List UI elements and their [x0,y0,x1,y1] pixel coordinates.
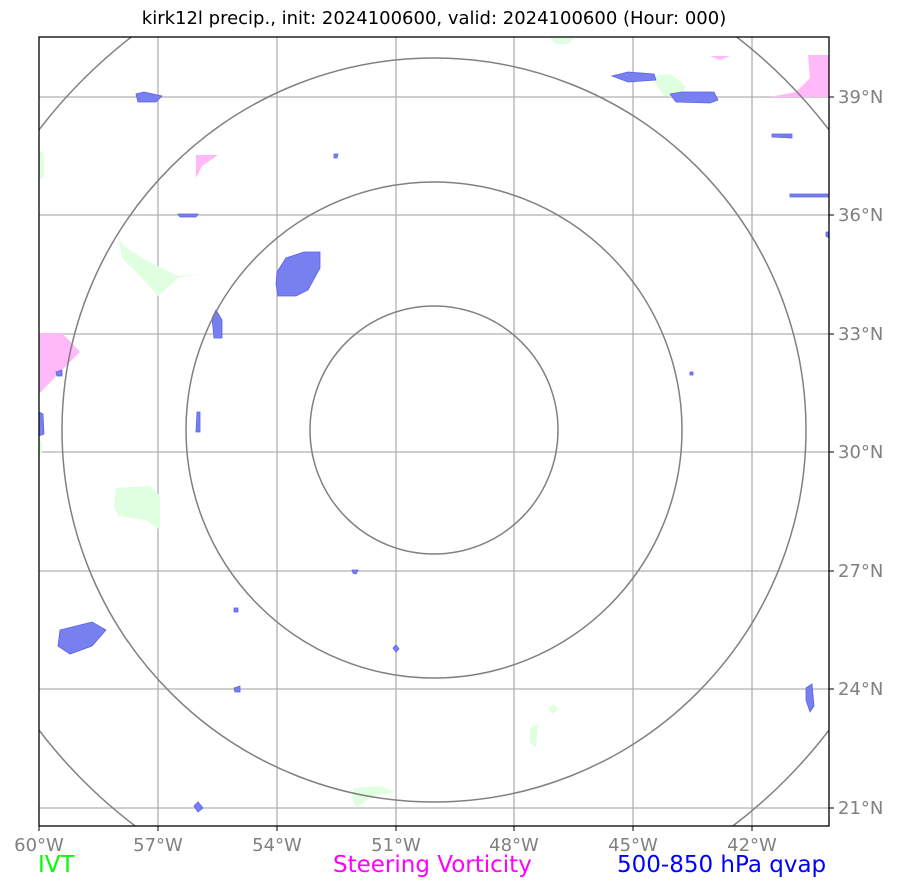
qvap-region [177,213,199,218]
legend-steering-vorticity: Steering Vorticity [333,852,532,878]
lon-tick-label: 51°W [371,835,421,856]
qvap-region [669,91,719,104]
lat-tick-label: 24°N [838,679,883,700]
qvap-region [211,309,223,339]
qvap-region [351,569,359,575]
map-title: kirk12l precip., init: 2024100600, valid… [141,8,727,29]
qvap-region [233,607,239,613]
qvap-region [805,683,815,713]
qvap-region [193,801,204,813]
lon-tick-label: 48°W [489,835,539,856]
tick-marks [38,96,834,831]
ivt-region [550,38,574,44]
qvap-region [55,369,63,377]
lon-tick-label: 45°W [608,835,658,856]
range-ring [61,57,807,803]
qvap-region [233,685,241,693]
qvap-region [789,193,829,198]
gridlines [39,37,829,826]
qvap-region [825,231,829,239]
lat-tick-label: 33°N [838,324,883,345]
qvap-region [275,251,321,297]
ivt-contours [39,38,686,808]
ivt-region [651,74,686,98]
ivt-region [114,486,160,530]
lat-tick-labels: 39°N 36°N 33°N 30°N 27°N 24°N 21°N [838,87,883,819]
qvap-region [689,371,694,376]
ivt-region [530,724,538,748]
lon-tick-labels: 60°W 57°W 54°W 51°W 48°W 45°W 42°W [14,835,777,856]
lat-tick-label: 21°N [838,798,883,819]
lon-tick-label: 57°W [133,835,183,856]
ivt-region [352,786,396,808]
qvap-contours [39,71,829,813]
qvap-region [39,411,45,437]
vorticity-region [196,155,218,178]
qvap-region [392,644,400,653]
qvap-region [333,153,339,159]
lat-tick-label: 27°N [838,561,883,582]
ivt-region [39,150,44,180]
lon-tick-label: 60°W [14,835,64,856]
legend-ivt: IVT [38,852,75,878]
qvap-region [57,621,107,655]
ivt-region [548,704,558,714]
legend-qvap: 500-850 hPa qvap [617,852,827,878]
range-ring [185,181,683,679]
ivt-region [39,440,42,454]
qvap-region [135,91,163,103]
lon-tick-label: 42°W [727,835,777,856]
vorticity-contours [39,55,829,394]
lat-tick-label: 39°N [838,87,883,108]
qvap-region [195,411,201,433]
lat-tick-label: 30°N [838,442,883,463]
lon-tick-label: 54°W [252,835,302,856]
qvap-region [771,133,793,139]
map-frame [38,36,830,827]
vorticity-region [770,55,829,97]
qvap-region [610,71,657,83]
vorticity-region [39,333,80,394]
range-ring [309,305,559,555]
lat-tick-label: 36°N [838,205,883,226]
ivt-region [118,236,200,296]
vorticity-region [710,56,730,60]
